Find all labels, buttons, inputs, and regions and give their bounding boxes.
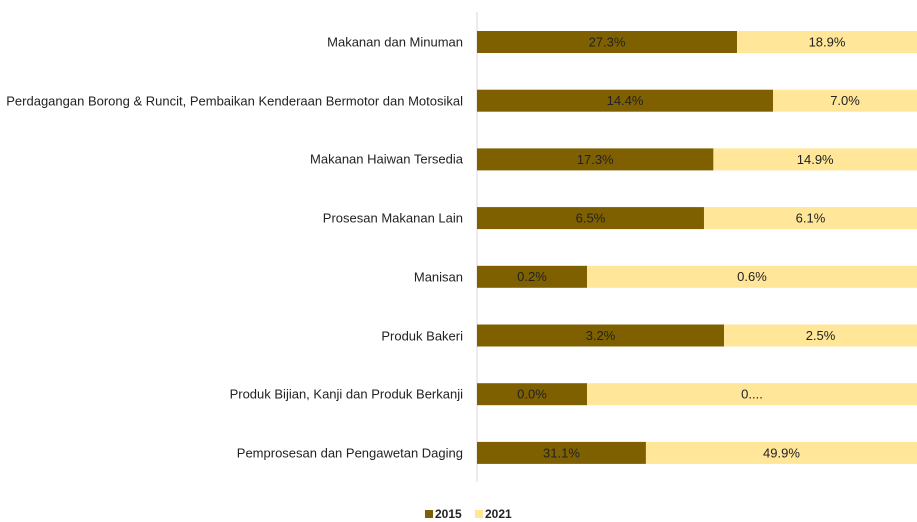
- bar-segment: [477, 31, 737, 53]
- category-text: Manisan: [413, 269, 463, 285]
- bar-segment: [703, 207, 917, 230]
- bar-segment: [477, 148, 714, 171]
- value-label: 17.3%: [577, 152, 614, 167]
- bar-segment: [477, 383, 587, 406]
- category-text: Makanan dan Minuman: [327, 34, 463, 50]
- category-label: Manisan: [0, 268, 463, 285]
- bar-segment: [773, 89, 917, 112]
- value-label: 18.9%: [809, 34, 846, 49]
- bar-segment: [477, 441, 646, 464]
- value-label: 14.9%: [797, 152, 834, 167]
- category-text: Prosesan Makanan Lain: [322, 210, 463, 226]
- category-label: Produk Bakeri: [0, 327, 463, 344]
- category-label: Makanan dan Minuman: [0, 34, 463, 51]
- category-label: Pemprosesan dan Pengawetan Daging: [0, 444, 463, 461]
- value-label: 6.5%: [576, 211, 606, 226]
- value-label: 7.0%: [830, 93, 860, 108]
- value-label: 0.2%: [517, 269, 547, 284]
- category-text: Pemprosesan dan Pengawetan Daging: [236, 445, 463, 461]
- value-label: 27.3%: [589, 34, 626, 49]
- value-label: 49.9%: [763, 445, 800, 460]
- bar-segment: [477, 324, 725, 347]
- category-label: Perdagangan Borong & Runcit, Pembaikan K…: [0, 92, 463, 109]
- bar-segment: [724, 324, 917, 347]
- value-label: 0.0%: [517, 387, 547, 402]
- legend-swatch: [475, 510, 483, 518]
- category-label: Makanan Haiwan Tersedia: [0, 151, 463, 168]
- category-text: Makanan Haiwan Tersedia: [310, 151, 463, 167]
- value-label: 14.4%: [607, 93, 644, 108]
- value-label: 0....: [741, 387, 763, 402]
- bar-segment: [477, 89, 774, 112]
- bar-segment: [713, 148, 917, 171]
- category-label: Produk Bijian, Kanji dan Produk Berkanji: [0, 386, 463, 403]
- value-label: 0.6%: [737, 269, 767, 284]
- bar-segment: [477, 207, 704, 230]
- value-label: 2.5%: [806, 328, 836, 343]
- bar-segment: [737, 31, 917, 53]
- value-label: 31.1%: [543, 445, 580, 460]
- category-text: Perdagangan Borong & Runcit, Pembaikan K…: [6, 93, 463, 109]
- category-text: Produk Bijian, Kanji dan Produk Berkanji: [229, 386, 463, 402]
- legend-label: 2021: [485, 507, 512, 521]
- category-text: Produk Bakeri: [381, 328, 463, 343]
- bar-segment: [587, 383, 917, 406]
- bar-segment: [645, 441, 917, 464]
- value-label: 3.2%: [586, 328, 616, 343]
- bar-segment: [477, 265, 587, 288]
- bar-segment: [587, 265, 917, 288]
- legend-swatch: [425, 510, 433, 518]
- value-label: 6.1%: [796, 211, 826, 226]
- legend-label: 2015: [435, 507, 462, 521]
- category-label: Prosesan Makanan Lain: [0, 210, 463, 227]
